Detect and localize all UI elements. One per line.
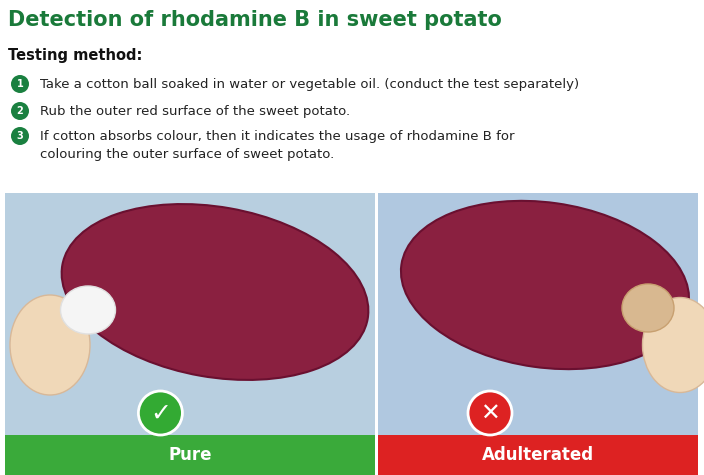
FancyBboxPatch shape xyxy=(5,193,375,435)
Text: Rub the outer red surface of the sweet potato.: Rub the outer red surface of the sweet p… xyxy=(40,105,350,118)
Text: 3: 3 xyxy=(17,131,23,141)
Text: ✓: ✓ xyxy=(150,402,171,426)
Ellipse shape xyxy=(401,201,689,369)
Text: If cotton absorbs colour, then it indicates the usage of rhodamine B for
colouri: If cotton absorbs colour, then it indica… xyxy=(40,130,515,161)
Text: Pure: Pure xyxy=(168,446,212,464)
FancyBboxPatch shape xyxy=(378,193,698,435)
Text: 2: 2 xyxy=(17,106,23,116)
Circle shape xyxy=(11,102,29,120)
FancyBboxPatch shape xyxy=(5,435,375,475)
Ellipse shape xyxy=(643,297,704,392)
Circle shape xyxy=(11,75,29,93)
Circle shape xyxy=(139,391,182,435)
Text: Testing method:: Testing method: xyxy=(8,48,142,63)
Circle shape xyxy=(468,391,512,435)
Text: ✕: ✕ xyxy=(480,402,500,426)
Text: Detection of rhodamine B in sweet potato: Detection of rhodamine B in sweet potato xyxy=(8,10,502,30)
Text: 1: 1 xyxy=(17,79,23,89)
Ellipse shape xyxy=(61,286,115,334)
Ellipse shape xyxy=(10,295,90,395)
Circle shape xyxy=(11,127,29,145)
Text: Take a cotton ball soaked in water or vegetable oil. (conduct the test separatel: Take a cotton ball soaked in water or ve… xyxy=(40,78,579,91)
Ellipse shape xyxy=(62,204,368,380)
Ellipse shape xyxy=(622,284,674,332)
Text: Adulterated: Adulterated xyxy=(482,446,594,464)
FancyBboxPatch shape xyxy=(378,435,698,475)
